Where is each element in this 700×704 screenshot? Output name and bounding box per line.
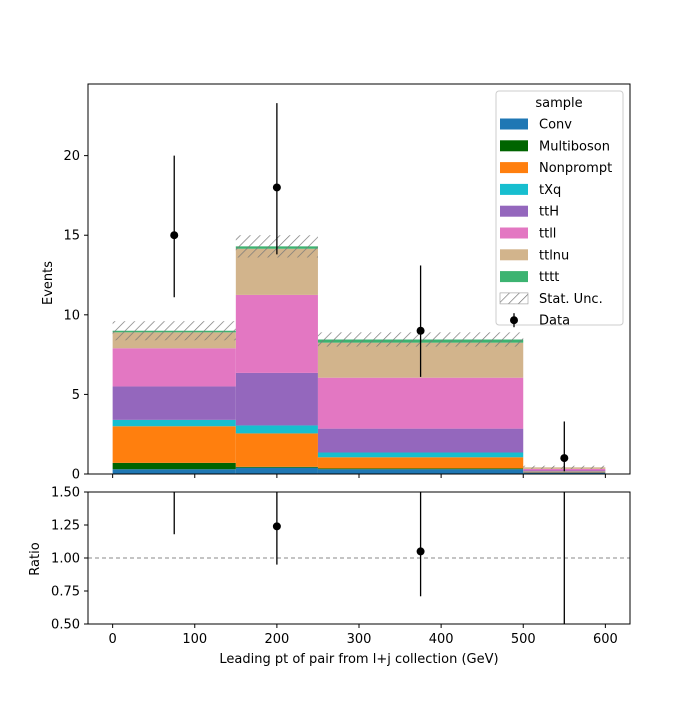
bar-nonprompt: [236, 433, 318, 466]
x-tick-label: 500: [511, 632, 536, 647]
legend-swatch-nonprompt: [500, 162, 528, 173]
legend-label-conv: Conv: [539, 118, 572, 133]
legend-label-multiboson: Multiboson: [539, 139, 610, 154]
data-point: [560, 454, 568, 462]
bar-tth: [113, 386, 236, 419]
data-point: [273, 183, 281, 191]
ratio-point: [170, 480, 178, 488]
data-point: [170, 231, 178, 239]
x-tick-label: 200: [264, 632, 289, 647]
ratio-plot-frame: [88, 492, 630, 624]
legend-swatch-multiboson: [500, 140, 528, 151]
x-tick-label: 100: [182, 632, 207, 647]
legend-swatch-conv: [500, 119, 528, 130]
legend-swatch-tth: [500, 206, 528, 217]
main-y-tick-label: 15: [63, 229, 80, 244]
legend-swatch-tttt: [500, 271, 528, 282]
main-y-tick-label: 20: [63, 149, 80, 164]
ratio-y-axis-label: Ratio: [28, 542, 43, 575]
bar-ttll: [318, 378, 523, 429]
legend-label-data: Data: [539, 314, 570, 329]
x-axis-label: Leading pt of pair from l+j collection (…: [219, 652, 498, 667]
legend-swatch-stat-unc: [500, 293, 528, 304]
x-tick-label: 300: [347, 632, 372, 647]
x-tick-label: 0: [108, 632, 116, 647]
bar-nonprompt: [113, 426, 236, 463]
bar-nonprompt: [318, 457, 523, 468]
legend-label-ttll: ttll: [539, 227, 556, 242]
bar-nonprompt: [523, 472, 605, 473]
ratio-y-tick-label: 1.25: [51, 519, 80, 534]
legend-label-nonprompt: Nonprompt: [539, 161, 612, 176]
ratio-y-tick-label: 0.75: [51, 585, 80, 600]
bar-conv: [113, 469, 236, 474]
bar-tth: [236, 373, 318, 426]
ratio-y-tick-label: 0.50: [51, 618, 80, 633]
bar-ttll: [113, 348, 236, 386]
bar-conv: [318, 469, 523, 474]
legend: sample Conv Multiboson Nonprompt tXq ttH ttll…: [496, 91, 623, 329]
stat-unc-band: [113, 321, 236, 340]
legend-label-ttlnu: ttlnu: [539, 248, 569, 263]
main-y-tick-label: 0: [72, 468, 80, 483]
main-y-tick-label: 5: [72, 388, 80, 403]
x-tick-label: 400: [429, 632, 454, 647]
bar-txq: [113, 420, 236, 426]
main-y-axis-label: Events: [41, 261, 56, 305]
bar-txq: [236, 425, 318, 433]
ratio-y-tick-label: 1.50: [51, 486, 80, 501]
legend-label-tth: ttH: [539, 205, 559, 220]
legend-title: sample: [535, 96, 582, 111]
data-point: [417, 327, 425, 335]
ratio-point: [273, 522, 281, 530]
legend-swatch-txq: [500, 184, 528, 195]
bar-multiboson: [318, 468, 523, 469]
legend-swatch-ttlnu: [500, 249, 528, 260]
bar-txq: [318, 453, 523, 458]
x-tick-label: 600: [593, 632, 618, 647]
bar-ttll: [236, 295, 318, 373]
bar-conv: [236, 468, 318, 474]
legend-swatch-ttll: [500, 228, 528, 239]
bar-multiboson: [113, 463, 236, 469]
bar-multiboson: [236, 467, 318, 468]
bar-tth: [318, 429, 523, 453]
legend-data-marker: [510, 316, 518, 324]
legend-label-stat-unc: Stat. Unc.: [539, 292, 603, 307]
main-y-tick-label: 10: [63, 308, 80, 323]
legend-label-txq: tXq: [539, 183, 561, 198]
ratio-point: [417, 547, 425, 555]
ratio-y-tick-label: 1.00: [51, 552, 80, 567]
legend-label-tttt: tttt: [539, 270, 559, 285]
